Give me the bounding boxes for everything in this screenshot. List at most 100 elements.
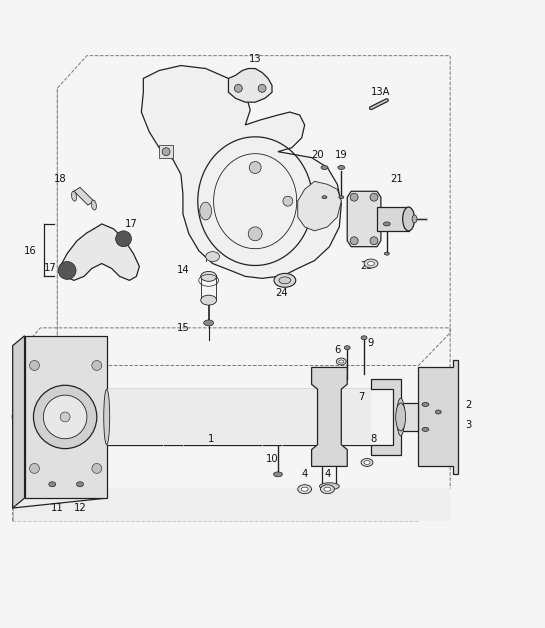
Bar (419, 367, 453, 467)
Ellipse shape (412, 215, 417, 223)
Ellipse shape (200, 202, 211, 220)
Circle shape (60, 412, 70, 422)
Polygon shape (13, 336, 25, 508)
Bar (13, 488, 450, 521)
Polygon shape (228, 68, 272, 102)
Circle shape (249, 227, 262, 241)
Text: 11: 11 (51, 503, 64, 513)
Polygon shape (377, 207, 409, 231)
Circle shape (92, 360, 102, 371)
Polygon shape (25, 336, 107, 498)
Circle shape (92, 463, 102, 474)
Ellipse shape (104, 389, 110, 445)
Ellipse shape (201, 295, 216, 305)
Polygon shape (347, 192, 381, 247)
Ellipse shape (324, 487, 331, 491)
Polygon shape (371, 379, 401, 455)
Circle shape (249, 161, 261, 173)
Circle shape (116, 231, 131, 247)
Polygon shape (159, 144, 173, 158)
Text: 12: 12 (74, 503, 86, 513)
Ellipse shape (397, 398, 404, 436)
Ellipse shape (321, 166, 328, 170)
Text: 2: 2 (465, 400, 471, 410)
Text: 23: 23 (361, 261, 373, 271)
Ellipse shape (205, 252, 220, 261)
Text: 17: 17 (44, 264, 57, 273)
Circle shape (162, 148, 170, 156)
Text: 14: 14 (177, 266, 189, 276)
Ellipse shape (435, 410, 441, 414)
Text: 7: 7 (334, 367, 341, 377)
Circle shape (234, 84, 243, 92)
Text: 8: 8 (371, 434, 377, 444)
Ellipse shape (76, 482, 83, 487)
Ellipse shape (336, 358, 346, 365)
Text: 4: 4 (324, 469, 331, 479)
Circle shape (283, 196, 293, 206)
Circle shape (350, 193, 358, 201)
Ellipse shape (344, 345, 350, 350)
Text: 9: 9 (368, 338, 374, 348)
Ellipse shape (364, 259, 378, 268)
Ellipse shape (49, 482, 56, 487)
Ellipse shape (383, 222, 390, 226)
Text: 6: 6 (334, 345, 341, 355)
Text: 3: 3 (465, 420, 471, 430)
Text: 13: 13 (249, 53, 262, 63)
Text: 10: 10 (266, 453, 278, 463)
Text: 17: 17 (125, 219, 138, 229)
Ellipse shape (339, 196, 344, 198)
Circle shape (258, 84, 266, 92)
Circle shape (33, 385, 97, 448)
Ellipse shape (361, 336, 367, 340)
Ellipse shape (320, 485, 335, 494)
Polygon shape (401, 403, 419, 431)
Text: 13A: 13A (371, 87, 391, 97)
Ellipse shape (338, 166, 345, 170)
Text: 19: 19 (335, 149, 348, 160)
Ellipse shape (361, 458, 373, 467)
Circle shape (350, 237, 358, 245)
Ellipse shape (396, 403, 405, 431)
Ellipse shape (204, 320, 214, 326)
Ellipse shape (422, 403, 429, 406)
Circle shape (29, 360, 39, 371)
Circle shape (44, 395, 87, 439)
Text: 18: 18 (54, 175, 66, 185)
Polygon shape (60, 224, 140, 280)
Polygon shape (312, 367, 347, 467)
Polygon shape (74, 187, 94, 205)
Polygon shape (141, 65, 341, 278)
Text: 4: 4 (301, 469, 308, 479)
Circle shape (370, 237, 378, 245)
Ellipse shape (322, 196, 327, 198)
Ellipse shape (339, 360, 344, 363)
Ellipse shape (367, 261, 374, 266)
Circle shape (58, 261, 76, 279)
Ellipse shape (274, 472, 282, 477)
Text: 16: 16 (24, 246, 37, 256)
Text: 15: 15 (177, 323, 189, 333)
Ellipse shape (279, 277, 291, 284)
Text: 21: 21 (390, 175, 403, 185)
Polygon shape (419, 360, 458, 474)
Circle shape (370, 193, 378, 201)
Text: 1: 1 (208, 434, 214, 444)
Ellipse shape (319, 483, 340, 490)
Ellipse shape (364, 460, 370, 465)
Bar (107, 389, 371, 445)
Text: 20: 20 (311, 149, 324, 160)
Ellipse shape (403, 207, 415, 231)
Ellipse shape (298, 485, 312, 494)
Ellipse shape (91, 200, 96, 210)
Ellipse shape (71, 192, 77, 201)
Text: 22: 22 (390, 219, 403, 229)
Polygon shape (298, 181, 341, 231)
Ellipse shape (201, 271, 216, 281)
Text: 7: 7 (358, 392, 364, 402)
Circle shape (29, 463, 39, 474)
Ellipse shape (384, 252, 389, 255)
Ellipse shape (274, 273, 296, 287)
Text: 24: 24 (276, 288, 288, 298)
